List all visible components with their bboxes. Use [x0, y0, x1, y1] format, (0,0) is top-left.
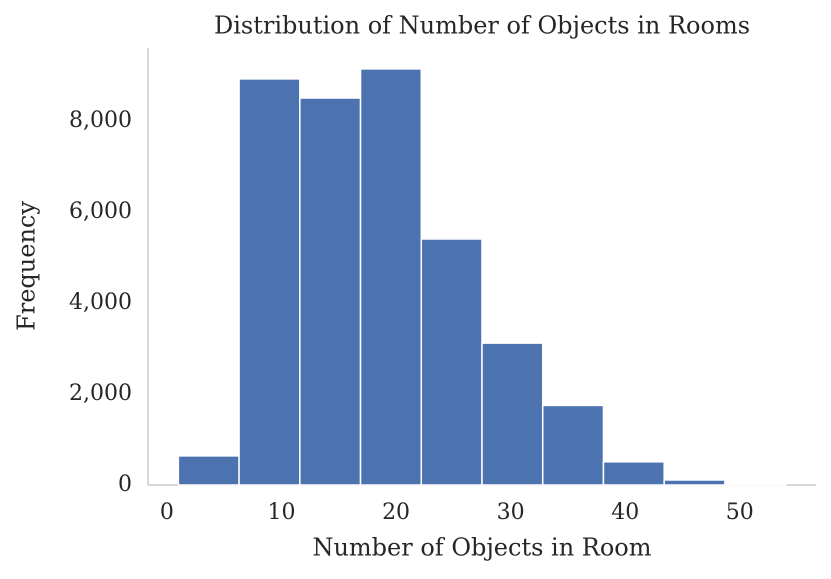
bar: [299, 97, 362, 486]
x-tick-label: 40: [611, 500, 639, 525]
y-tick-label: 0: [118, 472, 132, 497]
chart-title: Distribution of Number of Objects in Roo…: [214, 12, 750, 40]
bar: [238, 78, 301, 486]
bar: [420, 238, 483, 486]
y-tick-label: 2,000: [69, 381, 132, 406]
x-tick-label: 20: [382, 500, 410, 525]
x-tick-label: 0: [160, 500, 174, 525]
y-tick-label: 4,000: [69, 290, 132, 315]
bar: [359, 68, 423, 486]
bar: [663, 479, 726, 486]
bar: [602, 461, 665, 486]
x-tick-label: 50: [726, 500, 754, 525]
y-tick-label: 8,000: [69, 108, 132, 133]
x-axis-label: Number of Objects in Room: [312, 534, 651, 562]
y-tick-label: 6,000: [69, 199, 132, 224]
x-tick-label: 30: [497, 500, 525, 525]
bar: [541, 404, 605, 486]
x-tick-label: 10: [267, 500, 295, 525]
bar: [481, 342, 544, 486]
y-axis-label: Frequency: [13, 201, 41, 331]
bar: [177, 455, 240, 486]
